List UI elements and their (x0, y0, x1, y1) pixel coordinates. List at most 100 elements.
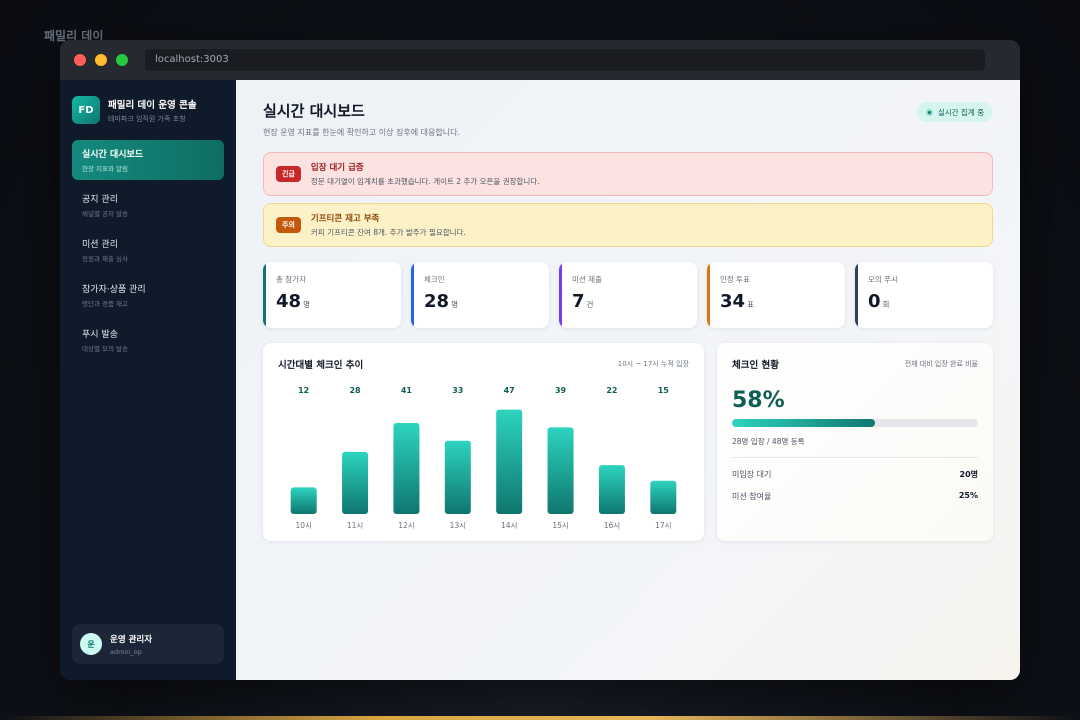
checkin-progress-bar (732, 419, 978, 427)
sidebar: FD 패밀리 데이 운영 콘솔 테마파크 임직원 가족 초청 실시간 대시보드 … (60, 80, 236, 680)
sidebar-item-dashboard[interactable]: 실시간 대시보드 현장 지표와 알림 (72, 140, 224, 180)
live-status-label: 실시간 집계 중 (937, 107, 984, 117)
x-tick-label: 15시 (552, 521, 568, 530)
sidebar-item-desc: 현장 지표와 알림 (82, 165, 128, 173)
os-app-label: 패밀리 데이 (44, 29, 104, 43)
sidebar-item-participants[interactable]: 참가자·상품 관리 명단과 경품 재고 (72, 275, 224, 315)
stat-unit: 명 (451, 300, 458, 309)
x-tick-label: 12시 (398, 521, 414, 530)
divider (732, 457, 978, 458)
stat-card-checkin: 체크인 28 명 (411, 262, 549, 328)
checkin-bar-chart: 12 10시 28 11시 41 12시 33 13시 47 14시 39 15시 22 16시 15 17시 (290, 386, 677, 530)
sidebar-item-desc: 정원과 제출 심사 (82, 255, 128, 263)
browser-window: localhost:3003 FD 패밀리 데이 운영 콘솔 테마파크 임직원 … (60, 40, 1020, 680)
alert-title: 입장 대기 급증 (310, 163, 364, 173)
sidebar-item-missions[interactable]: 미션 관리 정원과 제출 심사 (72, 230, 224, 270)
user-card[interactable]: 운 운영 관리자 admin_op (72, 624, 224, 664)
checkin-detail: 28명 입장 / 48명 등록 (732, 437, 805, 446)
maximize-window-button[interactable] (116, 54, 128, 66)
bottom-glow (0, 716, 1080, 720)
alert-message: 커피 기프티콘 잔여 8개. 추가 발주가 필요합니다. (310, 228, 466, 237)
kv-row-mission-rate: 미션 참여율 25% (732, 491, 978, 502)
x-tick-label: 10시 (295, 521, 311, 530)
stat-label: 인정 투표 (720, 275, 750, 284)
bar-value-label: 12 (298, 386, 309, 395)
sidebar-item-desc: 대상별 모의 발송 (82, 345, 128, 353)
alert-title: 기프티콘 재고 부족 (310, 214, 380, 224)
bar-6 (598, 465, 625, 514)
alert-message: 정문 대기열이 임계치를 초과했습니다. 게이트 2 추가 오픈을 권장합니다. (310, 177, 540, 186)
sidebar-nav: 실시간 대시보드 현장 지표와 알림 공지 관리 채널별 공지 발송 미션 관리… (72, 140, 224, 360)
stat-label: 모의 푸시 (868, 275, 898, 284)
brand: FD 패밀리 데이 운영 콘솔 테마파크 임직원 가족 초청 (72, 96, 224, 124)
main-content: 실시간 대시보드 현장 운영 지표를 한눈에 확인하고 이상 징후에 대응합니다… (236, 80, 1020, 680)
sidebar-item-desc: 명단과 경품 재고 (82, 300, 128, 308)
title-bar: localhost:3003 (60, 40, 1020, 80)
address-bar[interactable]: localhost:3003 (145, 49, 985, 71)
stat-value: 48 (276, 291, 302, 312)
sidebar-item-push[interactable]: 푸시 발송 대상별 모의 발송 (72, 320, 224, 360)
checkin-title: 체크인 현황 (732, 360, 780, 371)
alert-urgent: 긴급 입장 대기 급증 정문 대기열이 임계치를 초과했습니다. 게이트 2 추… (263, 152, 993, 196)
avatar: 운 (80, 633, 102, 655)
x-tick-label: 14시 (501, 521, 517, 530)
bar-value-label: 47 (504, 386, 515, 395)
page-subtitle: 현장 운영 지표를 한눈에 확인하고 이상 징후에 대응합니다. (263, 128, 460, 137)
bar-7 (650, 480, 677, 514)
close-window-button[interactable] (74, 54, 86, 66)
bar-2 (393, 422, 420, 514)
bar-3 (444, 440, 471, 514)
app-root: FD 패밀리 데이 운영 콘솔 테마파크 임직원 가족 초청 실시간 대시보드 … (60, 80, 1020, 680)
stat-value: 0 (868, 291, 881, 312)
brand-title: 패밀리 데이 운영 콘솔 (108, 99, 197, 111)
x-tick-label: 16시 (604, 521, 620, 530)
brand-logo: FD (72, 96, 100, 124)
kv-row-waiting: 미입장 대기 20명 (732, 469, 978, 480)
content-row: 시간대별 체크인 추이 10시 ~ 17시 누적 입장 12 10시 28 11시 41… (263, 343, 993, 541)
stat-unit: 회 (882, 300, 890, 309)
stat-value: 7 (572, 291, 585, 312)
bar-value-label: 39 (555, 386, 567, 395)
alert-warning: 주의 기프티콘 재고 부족 커피 기프티콘 잔여 8개. 추가 발주가 필요합니… (263, 203, 993, 247)
stat-value: 28 (424, 291, 450, 312)
bar-4 (496, 409, 523, 514)
checkin-percent: 58% (732, 388, 785, 413)
x-tick-label: 17시 (655, 521, 671, 530)
live-dot-icon (925, 108, 933, 116)
stat-label: 총 참가자 (276, 275, 306, 284)
bar-value-label: 33 (452, 386, 463, 395)
stat-unit: 표 (747, 300, 754, 309)
sidebar-item-label: 푸시 발송 (82, 330, 118, 340)
bar-value-label: 15 (658, 386, 670, 395)
stat-unit: 건 (586, 300, 594, 309)
alert-tag: 긴급 (276, 166, 301, 182)
bar-value-label: 28 (349, 386, 361, 395)
stat-value: 34 (720, 291, 746, 312)
kv-value: 20명 (959, 470, 979, 479)
minimize-window-button[interactable] (95, 54, 107, 66)
stat-label: 체크인 (424, 275, 445, 284)
brand-subtitle: 테마파크 임직원 가족 초청 (108, 114, 186, 123)
checkin-trend-card: 시간대별 체크인 추이 10시 ~ 17시 누적 입장 12 10시 28 11시 41… (263, 343, 704, 541)
sidebar-item-label: 미션 관리 (82, 240, 118, 250)
checkin-note: 전체 대비 입장 완료 비율 (904, 360, 978, 368)
user-id: admin_op (110, 647, 142, 656)
chart-note: 10시 ~ 17시 누적 입장 (617, 360, 689, 368)
x-tick-label: 11시 (347, 521, 363, 530)
checkin-status-card: 체크인 현황 전체 대비 입장 완료 비율 58% 28명 입장 / 48명 등… (717, 343, 993, 541)
x-tick-label: 13시 (450, 521, 466, 530)
kv-label: 미입장 대기 (732, 470, 772, 479)
sidebar-item-notices[interactable]: 공지 관리 채널별 공지 발송 (72, 185, 224, 225)
sidebar-item-label: 실시간 대시보드 (82, 150, 144, 160)
chart-title: 시간대별 체크인 추이 (278, 360, 364, 371)
kv-value: 25% (958, 491, 978, 500)
bar-0 (290, 487, 317, 514)
alert-tag: 주의 (276, 217, 301, 233)
bar-value-label: 22 (606, 386, 617, 395)
kv-label: 미션 참여율 (732, 492, 772, 501)
user-name: 운영 관리자 (110, 634, 153, 645)
stat-card-votes: 인정 투표 34 표 (707, 262, 845, 328)
